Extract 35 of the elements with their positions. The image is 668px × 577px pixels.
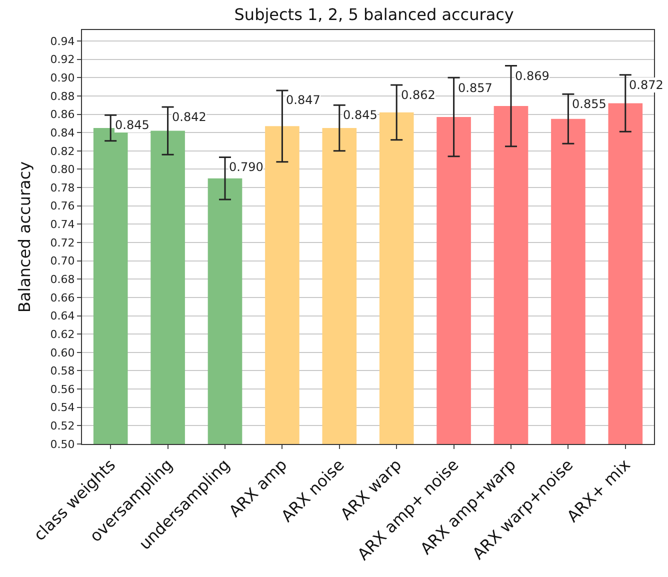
y-tick-label: 0.68 (50, 272, 75, 286)
y-tick-label: 0.60 (50, 346, 75, 360)
y-tick-label: 0.80 (50, 163, 75, 176)
y-tick-label: 0.74 (50, 218, 75, 232)
data-label: 0.845 (115, 118, 150, 132)
y-tick-label: 0.82 (50, 144, 75, 158)
y-tick-label: 0.84 (50, 126, 75, 140)
y-tick-label: 0.86 (50, 108, 75, 122)
y-tick-label: 0.72 (50, 236, 75, 250)
y-tick-label: 0.78 (50, 181, 75, 194)
y-tick-label: 0.62 (50, 328, 75, 341)
y-tick-label: 0.54 (50, 401, 75, 414)
y-tick-label: 0.88 (50, 90, 75, 103)
y-tick-label: 0.92 (50, 53, 75, 66)
y-tick-label: 0.52 (50, 420, 75, 433)
y-tick-label: 0.90 (50, 71, 75, 84)
y-axis-title: Balanced accuracy (15, 161, 34, 313)
y-tick-label: 0.94 (50, 34, 75, 48)
y-tick-label: 0.66 (50, 291, 75, 304)
data-label: 0.872 (629, 78, 664, 92)
y-tick-label: 0.58 (50, 364, 75, 378)
data-label: 0.862 (401, 88, 436, 102)
data-label: 0.847 (286, 93, 320, 107)
data-label: 0.790 (229, 160, 264, 174)
y-tick-label: 0.56 (50, 382, 75, 396)
data-label: 0.842 (172, 110, 206, 124)
chart-title: Subjects 1, 2, 5 balanced accuracy (234, 4, 514, 24)
y-tick-label: 0.64 (50, 310, 75, 323)
data-label: 0.857 (458, 81, 492, 95)
y-tick-label: 0.70 (50, 254, 75, 268)
data-label: 0.845 (343, 108, 378, 122)
data-label: 0.869 (515, 69, 550, 83)
y-tick-label: 0.50 (50, 438, 75, 451)
data-label: 0.855 (572, 97, 606, 111)
y-tick-label: 0.76 (50, 200, 75, 213)
